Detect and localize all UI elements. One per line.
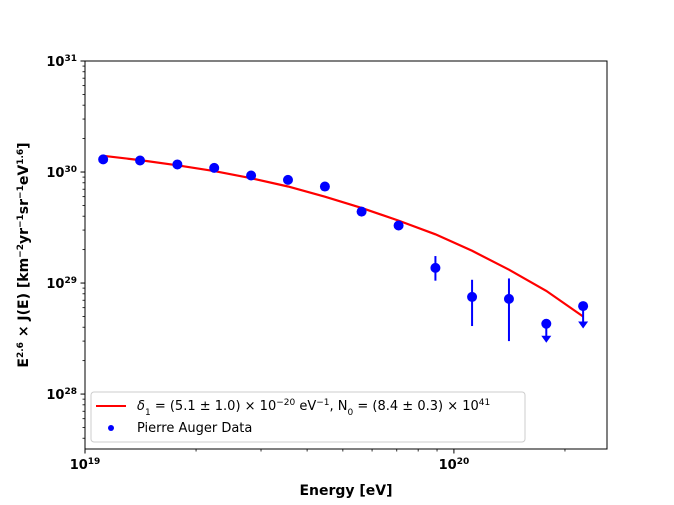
y-tick-label: 1030 — [46, 165, 77, 181]
x-axis-title: Energy [eV] — [299, 483, 392, 499]
plot-frame — [84, 60, 608, 450]
data-point — [578, 301, 589, 312]
legend-data-label: Pierre Auger Data — [137, 421, 252, 436]
data-point — [430, 262, 441, 273]
data-point — [282, 174, 293, 185]
legend-box — [90, 391, 526, 443]
data-point — [98, 154, 109, 165]
legend: δ1 = (5.1 ± 1.0) × 10−20 eV−1, N0 = (8.4… — [90, 391, 526, 443]
data-layer — [98, 154, 589, 343]
y-tick-label: 1031 — [46, 54, 77, 70]
upper-limit-arrow — [541, 335, 552, 343]
legend-data-marker — [108, 425, 114, 431]
y-axis-title: E2.6 × J(E) [km−2yr−1sr−1eV1.6] — [16, 142, 32, 367]
data-point — [209, 162, 220, 173]
data-point — [319, 181, 330, 192]
y-tick-label: 1028 — [46, 387, 77, 403]
data-point — [246, 170, 257, 181]
x-tick-label: 1020 — [439, 457, 470, 473]
data-point — [467, 291, 478, 302]
y-tick-label: 1029 — [46, 276, 77, 292]
ticks-layer: 1019 1020 1028 1029 1030 1031 — [46, 54, 566, 473]
data-point — [356, 206, 367, 217]
upper-limit-arrow — [578, 321, 589, 329]
data-point — [393, 220, 404, 231]
data-point — [503, 293, 514, 304]
fit-line — [103, 154, 584, 318]
data-point — [135, 155, 146, 166]
data-point — [541, 318, 552, 329]
data-point — [172, 159, 183, 170]
legend-fit-label: δ1 = (5.1 ± 1.0) × 10−20 eV−1, N0 = (8.4… — [137, 398, 490, 418]
x-tick-label: 1019 — [70, 457, 101, 473]
